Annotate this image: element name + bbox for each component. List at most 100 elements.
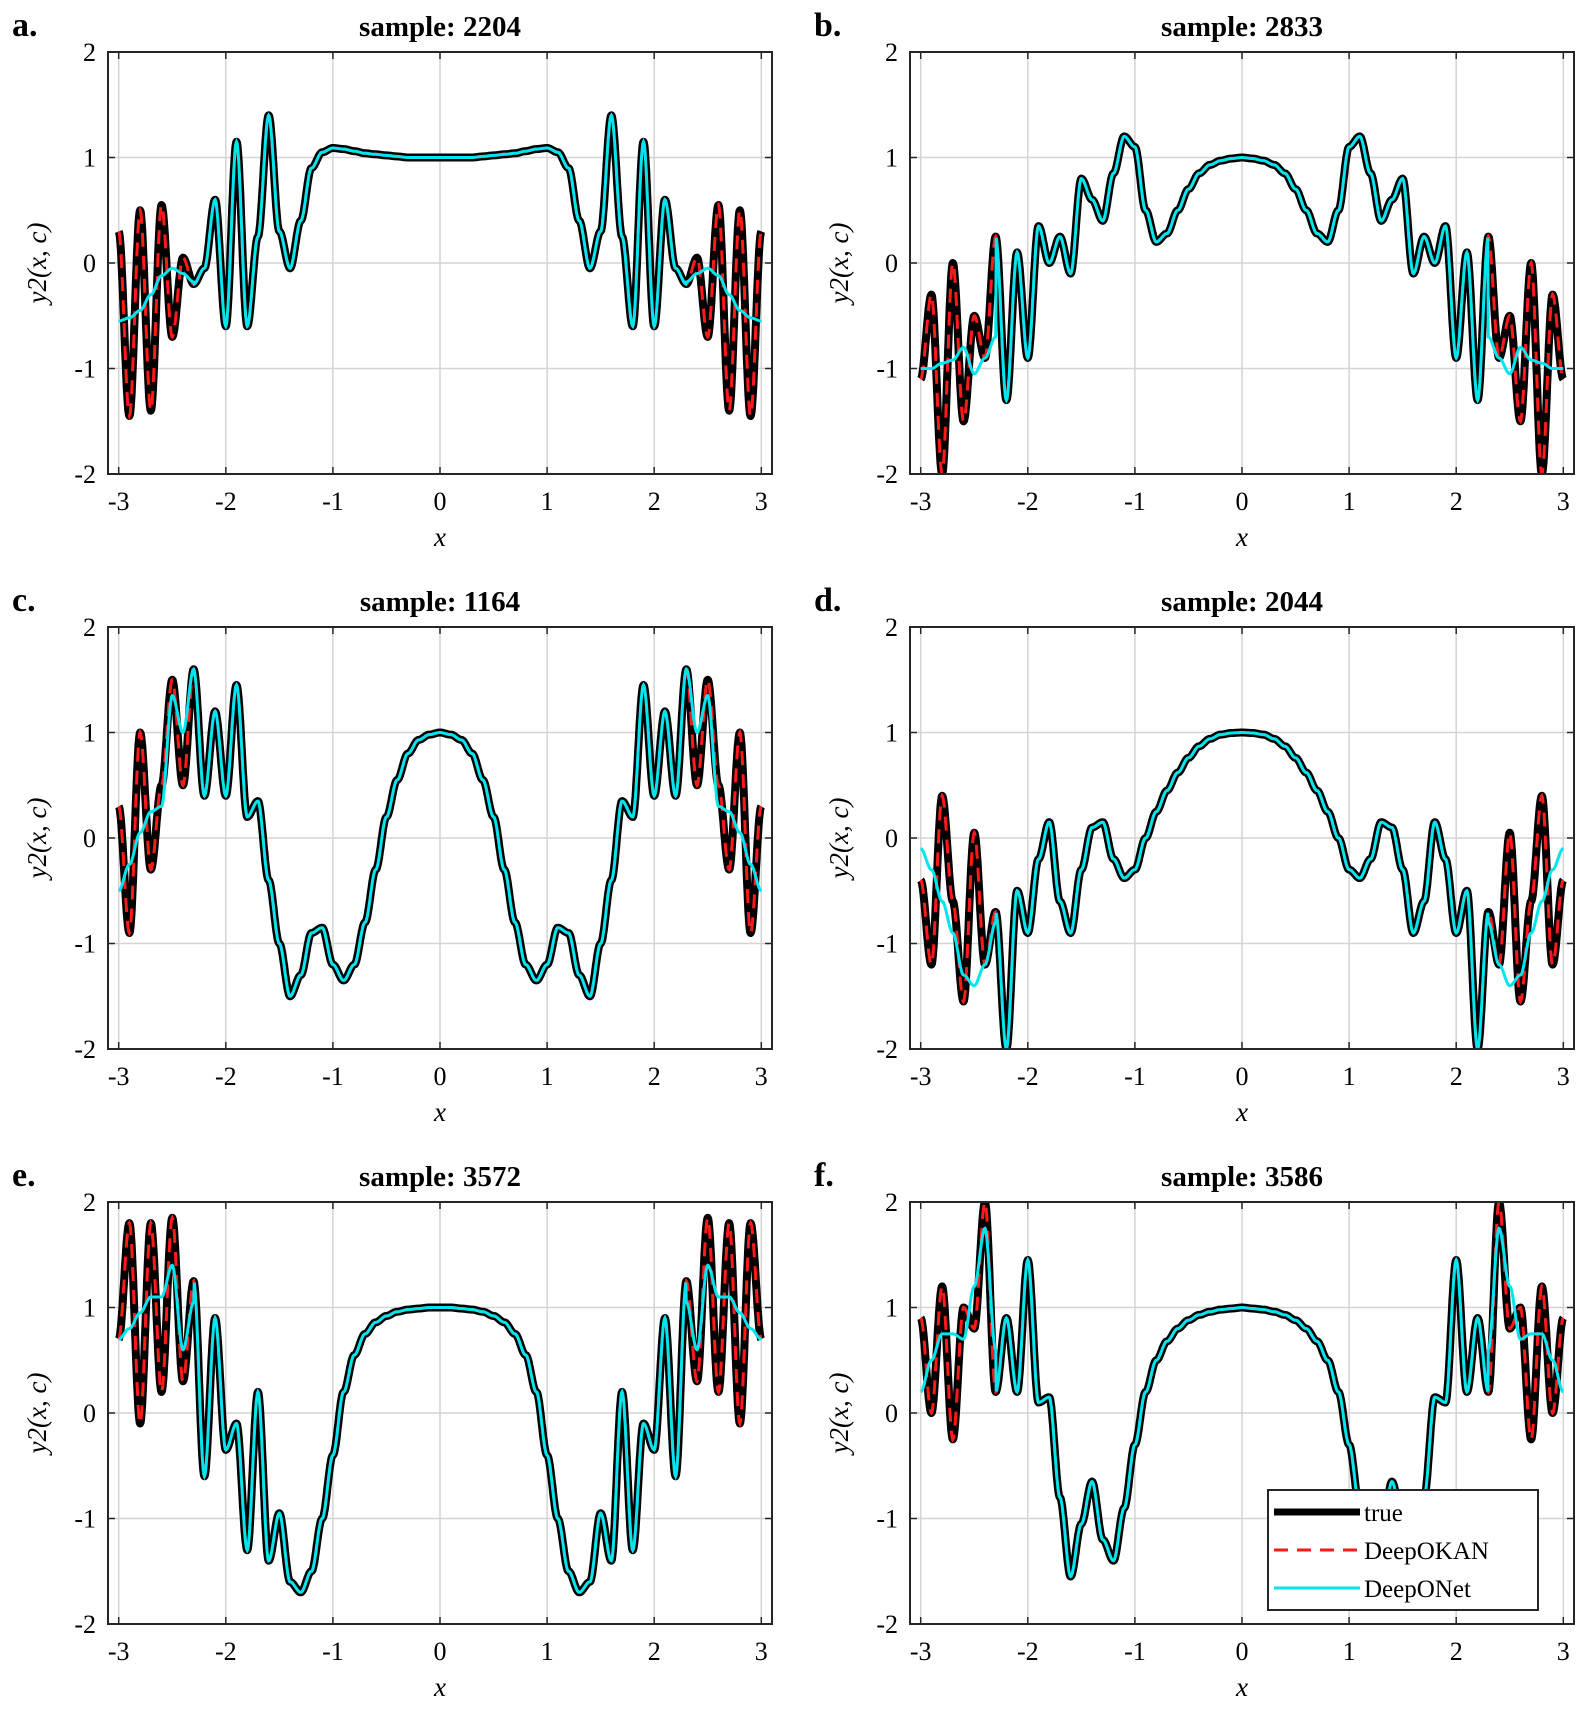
legend: true DeepOKAN DeepONet bbox=[1267, 1489, 1539, 1611]
panel-a: -3 -2 -1 0 1 2 3 2 1 0 -1 -2 x y2(x, c) sample: 2204 a. bbox=[12, 7, 773, 552]
legend-label-deeponet: DeepONet bbox=[1364, 1576, 1471, 1603]
x-tick-label: -1 bbox=[322, 487, 344, 516]
x-tick-label: -1 bbox=[1124, 1062, 1146, 1091]
grid bbox=[108, 626, 772, 1050]
panel-e: -3 -2 -1 0 1 2 3 2 1 0 -1 -2 x y2(x, c) sample: 3572 e. bbox=[12, 1157, 773, 1702]
x-tick-label: -3 bbox=[910, 487, 932, 516]
x-axis-label: x bbox=[1235, 1097, 1248, 1127]
panel-b: -3 -2 -1 0 1 2 3 2 1 0 -1 -2 x y2(x, c) sample: 2833 b. bbox=[814, 7, 1575, 552]
x-tick-label: -2 bbox=[1017, 487, 1039, 516]
x-tick-label: 2 bbox=[1450, 1062, 1463, 1091]
y-tick-label: -2 bbox=[74, 1610, 96, 1639]
x-tick-label: -3 bbox=[108, 487, 130, 516]
x-axis-label: x bbox=[433, 522, 446, 552]
x-axis-label: x bbox=[433, 1672, 446, 1702]
x-tick-label: -3 bbox=[910, 1062, 932, 1091]
y-tick-label: 1 bbox=[885, 719, 898, 748]
x-tick-label: 2 bbox=[1450, 487, 1463, 516]
panel-title: sample: 2833 bbox=[1161, 11, 1323, 43]
panel-c: -3 -2 -1 0 1 2 3 2 1 0 -1 -2 x y2(x, c) sample: 1164 c. bbox=[12, 582, 773, 1127]
x-tick-label: 0 bbox=[1236, 1637, 1249, 1666]
x-tick-label: 0 bbox=[434, 487, 447, 516]
y-tick-label: 1 bbox=[885, 1294, 898, 1323]
x-tick-label: 3 bbox=[1557, 1637, 1570, 1666]
panel-letter: c. bbox=[12, 582, 36, 619]
x-tick-label: 3 bbox=[1557, 1062, 1570, 1091]
x-tick-label: -2 bbox=[215, 1062, 237, 1091]
x-tick-label: 2 bbox=[648, 1062, 661, 1091]
x-tick-label: -3 bbox=[108, 1637, 130, 1666]
y-tick-label: 2 bbox=[885, 38, 898, 67]
series-deeponet-line bbox=[118, 1263, 762, 1594]
y-tick-label: 2 bbox=[83, 613, 96, 642]
y-tick-label: -2 bbox=[74, 1035, 96, 1064]
grid bbox=[910, 51, 1574, 475]
x-tick-label: 0 bbox=[1236, 1062, 1249, 1091]
x-tick-label: -2 bbox=[1017, 1637, 1039, 1666]
panel-letter: e. bbox=[12, 1157, 36, 1194]
y-tick-label: 2 bbox=[885, 1188, 898, 1217]
x-tick-label: 1 bbox=[1343, 1637, 1356, 1666]
y-tick-label: 1 bbox=[83, 144, 96, 173]
y-tick-label: 0 bbox=[885, 249, 898, 278]
y-tick-label: 0 bbox=[83, 824, 96, 853]
x-tick-label: 3 bbox=[755, 487, 768, 516]
y-axis-label: y2(x, c) bbox=[22, 1373, 52, 1457]
y-tick-label: 2 bbox=[83, 1188, 96, 1217]
x-tick-label: 3 bbox=[755, 1637, 768, 1666]
panel-title: sample: 2204 bbox=[359, 11, 521, 43]
series-lines bbox=[917, 728, 1567, 1049]
panel-letter: f. bbox=[814, 1157, 834, 1194]
y-tick-label: 2 bbox=[83, 38, 96, 67]
x-tick-label: 1 bbox=[1343, 487, 1356, 516]
x-tick-label: -3 bbox=[108, 1062, 130, 1091]
x-tick-label: -2 bbox=[215, 487, 237, 516]
series-lines bbox=[115, 665, 765, 1001]
x-tick-label: 3 bbox=[1557, 487, 1570, 516]
series-deeponet-line bbox=[118, 666, 762, 998]
y-axis-label: y2(x, c) bbox=[22, 223, 52, 307]
panel-f: -3 -2 -1 0 1 2 3 2 1 0 -1 -2 x y2(x, c) sample: 3586 f.… bbox=[814, 1157, 1575, 1702]
series-deeponet-line bbox=[920, 731, 1564, 1049]
panel-title: sample: 3586 bbox=[1161, 1161, 1323, 1193]
x-tick-label: 1 bbox=[541, 487, 554, 516]
series-lines bbox=[917, 132, 1567, 474]
y-tick-label: -2 bbox=[876, 1610, 898, 1639]
panel-d: -3 -2 -1 0 1 2 3 2 1 0 -1 -2 x y2(x, c) sample: 2044 d. bbox=[814, 582, 1575, 1127]
y-tick-label: -1 bbox=[876, 930, 898, 959]
series-deeponet-line bbox=[920, 1226, 1564, 1579]
series-lines bbox=[114, 111, 766, 421]
y-tick-label: 0 bbox=[885, 1399, 898, 1428]
series-deeponet-line bbox=[920, 134, 1564, 404]
y-tick-label: 1 bbox=[885, 144, 898, 173]
x-tick-label: -2 bbox=[215, 1637, 237, 1666]
series-deeponet-line bbox=[118, 112, 762, 330]
y-tick-label: -2 bbox=[876, 460, 898, 489]
x-tick-label: 1 bbox=[541, 1062, 554, 1091]
panel-letter: b. bbox=[814, 7, 841, 44]
panel-title: sample: 3572 bbox=[359, 1161, 521, 1193]
legend-label-deepokan: DeepOKAN bbox=[1364, 1538, 1489, 1565]
y-tick-label: 2 bbox=[885, 613, 898, 642]
x-tick-label: -1 bbox=[1124, 487, 1146, 516]
y-tick-label: -1 bbox=[74, 1505, 96, 1534]
x-tick-label: 1 bbox=[541, 1637, 554, 1666]
x-tick-label: 0 bbox=[1236, 487, 1249, 516]
y-tick-label: -2 bbox=[74, 460, 96, 489]
x-tick-label: 0 bbox=[434, 1637, 447, 1666]
y-tick-label: -1 bbox=[876, 1505, 898, 1534]
panel-title: sample: 2044 bbox=[1161, 586, 1323, 618]
x-tick-label: 2 bbox=[648, 1637, 661, 1666]
y-axis-label: y2(x, c) bbox=[824, 1373, 854, 1457]
panel-letter: a. bbox=[12, 7, 38, 44]
panel-title: sample: 1164 bbox=[360, 586, 520, 618]
x-tick-label: 0 bbox=[434, 1062, 447, 1091]
series-lines bbox=[115, 1213, 765, 1597]
y-tick-label: 0 bbox=[83, 249, 96, 278]
panel-letter: d. bbox=[814, 582, 841, 619]
x-tick-label: -2 bbox=[1017, 1062, 1039, 1091]
series-lines bbox=[917, 1202, 1567, 1581]
x-tick-label: 3 bbox=[755, 1062, 768, 1091]
x-axis-label: x bbox=[1235, 522, 1248, 552]
